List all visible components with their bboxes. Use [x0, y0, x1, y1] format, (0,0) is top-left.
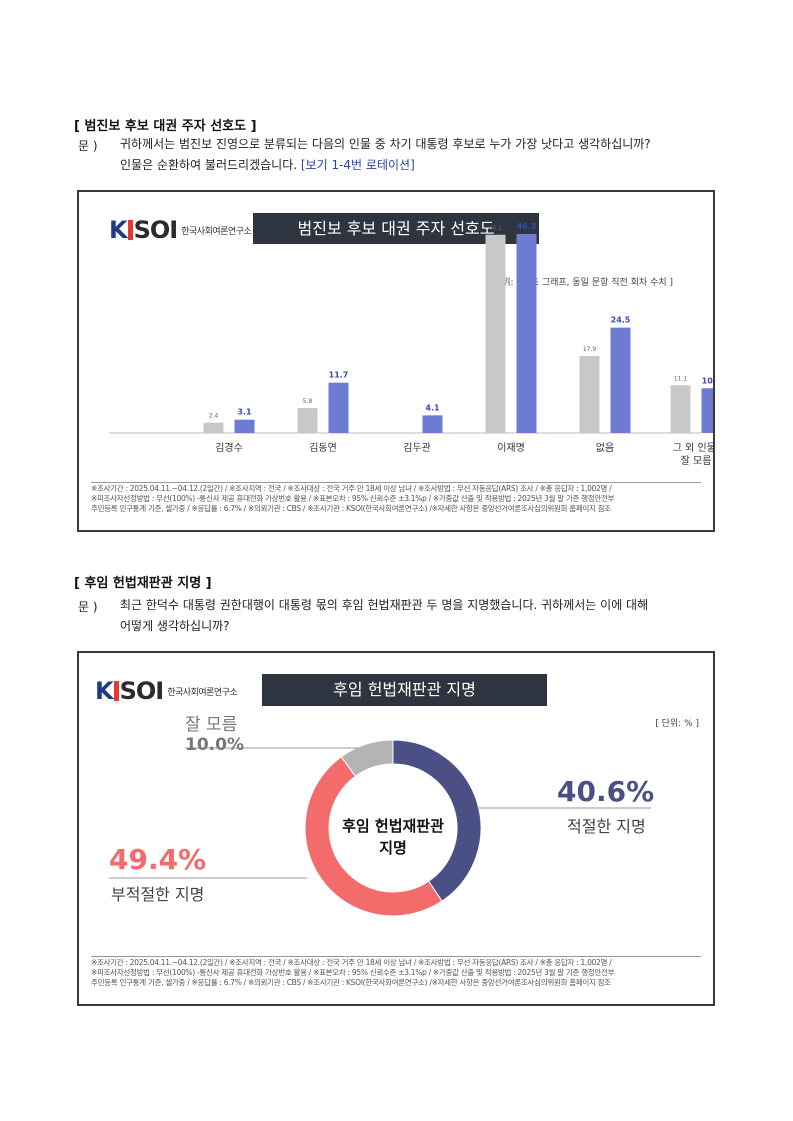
bar-current-4 — [610, 327, 631, 433]
bar-previous-5 — [670, 385, 691, 433]
section1-question-line2: 인물은 순환하여 불러드리겠습니다. [보기 1-4번 로테이션] — [120, 155, 720, 176]
donut-chart — [109, 739, 651, 917]
donut-center-line2: 지명 — [379, 839, 407, 857]
section1-rotation-note: [보기 1-4번 로테이션] — [300, 158, 415, 172]
chart1-title: 범진보 후보 대권 주자 선호도 — [253, 213, 539, 244]
bar-previous-3 — [485, 234, 506, 433]
section1-question-label: 문 ) — [78, 139, 98, 153]
bar-current-2 — [422, 415, 443, 433]
bar-value-label: 5.8 — [303, 398, 313, 405]
section2-question-line1: 최근 한덕수 대통령 권한대행이 대통령 몫의 후임 헌법재판관 두 명을 지명… — [120, 598, 649, 612]
label-inappropriate-name: 부적절한 지명 — [111, 885, 205, 904]
bar-value-label: 24.5 — [611, 316, 631, 325]
chart2-footer: ※조사기간 : 2025.04.11.~04.12.(2일간) / ※조사지역 … — [91, 958, 707, 988]
category-label: 잘 모름 — [681, 455, 712, 467]
category-label: 없음 — [596, 441, 614, 454]
section1-question-line2-text: 인물은 순환하여 불러드리겠습니다. — [120, 158, 298, 172]
label-unknown-name: 잘 모름 — [185, 715, 238, 735]
bar-current-5 — [701, 388, 713, 433]
bar-previous-4 — [579, 356, 600, 433]
donut-center-label: 후임 헌법재판관 지명 — [318, 815, 468, 859]
footer-line3: 주민등록 인구통계 기준, 셀가중 / ※응답률 : 6.7% / ※의뢰기관 … — [91, 978, 611, 987]
logo-org-name: 한국사회여론연구소 — [181, 227, 252, 237]
section1-title: [ 범진보 후보 대권 주자 선호도 ] — [74, 119, 257, 134]
bar-current-3 — [516, 233, 537, 433]
logo-org-name: 한국사회여론연구소 — [167, 688, 238, 698]
bar-current-0 — [234, 419, 255, 433]
logo-soi: SOI — [119, 677, 165, 705]
chart1-footer-divider — [91, 482, 701, 483]
section2-question-label: 문 ) — [78, 600, 98, 614]
logo-k: K — [95, 677, 114, 705]
label-appropriate-name: 적절한 지명 — [567, 817, 646, 836]
chart2-title: 후임 헌법재판관 지명 — [262, 674, 547, 706]
chart2-panel: K SOI 한국사회여론연구소 후임 헌법재판관 지명 [ 단위: % ] 잘 모름… — [77, 651, 715, 1006]
footer-line2: ※피조사자선정방법 : 무선(100%) -통신사 제공 휴대전화 가상번호 활… — [91, 968, 615, 977]
chart2-footer-divider — [91, 956, 701, 957]
footer-line1: ※조사기간 : 2025.04.11.~04.12.(2일간) / ※조사지역 … — [91, 484, 612, 493]
bar-previous-0 — [203, 422, 224, 433]
bar-value-label: 46.3 — [517, 222, 537, 231]
chart2-logo: K SOI 한국사회여론연구소 — [95, 677, 238, 705]
bar-chart: 2.4 3.1 김경수 5.8 11.7 김동연 4.1 김두관 46.1 46.3 이재명 17.9… — [109, 222, 713, 467]
logo-k: K — [109, 216, 128, 244]
logo-red-bar — [127, 220, 133, 240]
bar-value-label: 2.4 — [209, 413, 219, 420]
label-inappropriate-pct: 49.4% — [109, 843, 207, 876]
category-label: 이재명 — [497, 442, 525, 454]
label-unknown-pct: 10.0% — [185, 735, 244, 755]
chart1-logo: K SOI 한국사회여론연구소 — [109, 216, 252, 244]
category-label: 그 외 인물/ — [673, 442, 713, 454]
donut-slice-1 — [304, 756, 443, 917]
chart1-panel: K SOI 한국사회여론연구소 범진보 후보 대권 주자 선호도 [ 단위: %, … — [77, 190, 715, 532]
category-label: 김두관 — [403, 442, 431, 454]
section2-question: 최근 한덕수 대통령 권한대행이 대통령 몫의 후임 헌법재판관 두 명을 지명… — [120, 595, 720, 637]
footer-line1: ※조사기간 : 2025.04.11.~04.12.(2일간) / ※조사지역 … — [91, 958, 612, 967]
label-appropriate-pct: 40.6% — [557, 775, 655, 808]
bar-value-label: 11.7 — [329, 371, 349, 380]
bar-value-label: 46.1 — [489, 225, 503, 232]
logo-soi: SOI — [133, 216, 179, 244]
chart1-unit: [ 단위: %, 초 그래프, 동일 문항 직전 회차 수치 ] — [487, 278, 673, 288]
bar-value-label: 11.1 — [674, 375, 688, 382]
bar-value-label: 10.4 — [702, 376, 713, 385]
bar-value-label: 17.9 — [583, 346, 597, 353]
logo-red-bar — [113, 681, 119, 701]
bar-current-1 — [328, 382, 349, 433]
bar-previous-1 — [297, 408, 318, 433]
section2-title: [ 후임 헌법재판관 지명 ] — [74, 576, 212, 591]
donut-center-line1: 후임 헌법재판관 — [342, 817, 444, 835]
footer-line3: 주민등록 인구통계 기준, 셀가중 / ※응답률 : 6.7% / ※의뢰기관 … — [91, 504, 611, 513]
bar-value-label: 3.1 — [237, 408, 252, 417]
section1-question: 귀하께서는 범진보 진영으로 분류되는 다음의 인물 중 차기 대통령 후보로 … — [120, 134, 720, 176]
chart1-footer: ※조사기간 : 2025.04.11.~04.12.(2일간) / ※조사지역 … — [91, 484, 707, 514]
chart2-unit: [ 단위: % ] — [655, 719, 699, 729]
category-label: 김경수 — [215, 441, 243, 454]
section2-question-line2: 어떻게 생각하십니까? — [120, 619, 230, 633]
bar-value-label: 4.1 — [425, 403, 440, 412]
section1-question-line1: 귀하께서는 범진보 진영으로 분류되는 다음의 인물 중 차기 대통령 후보로 … — [120, 137, 651, 151]
category-label: 김동연 — [309, 442, 337, 454]
footer-line2: ※피조사자선정방법 : 무선(100%) -통신사 제공 휴대전화 가상번호 활… — [91, 494, 615, 503]
